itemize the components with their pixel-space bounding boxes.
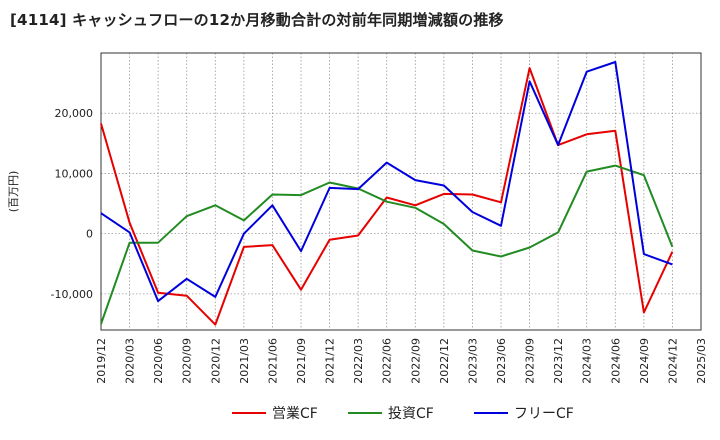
legend: 営業CF 投資CF フリーCF — [232, 406, 574, 422]
y-tick-label: 0 — [86, 228, 93, 241]
x-tick-label: 2024/03 — [581, 338, 594, 384]
x-tick-label: 2023/03 — [466, 338, 479, 384]
series-group — [100, 61, 674, 326]
grid — [100, 53, 702, 330]
x-tick-label: 2020/06 — [152, 338, 165, 384]
x-tick-label: 2020/12 — [209, 338, 222, 384]
x-tick-label: 2022/12 — [438, 338, 451, 384]
series-line — [100, 61, 673, 303]
plot-area-frame — [100, 52, 702, 331]
x-tick-label: 2021/03 — [238, 338, 251, 384]
x-tick-label: 2021/12 — [324, 338, 337, 384]
x-tick-label: 2021/06 — [266, 338, 279, 384]
y-tick-label: 20,000 — [55, 107, 94, 120]
x-tick-label: 2024/06 — [609, 338, 622, 384]
x-tick-label: 2019/12 — [95, 338, 108, 384]
y-axis-ticks: -10,000 0 10,000 20,000 — [51, 107, 93, 301]
y-tick-label: 10,000 — [55, 167, 94, 180]
x-tick-label: 2020/09 — [181, 338, 194, 384]
legend-label: 営業CF — [272, 406, 318, 422]
x-tick-label: 2023/06 — [495, 338, 508, 384]
x-tick-label: 2024/12 — [666, 338, 679, 384]
y-tick-label: -10,000 — [51, 288, 93, 301]
x-axis-ticks: 2019/12 2020/03 2020/06 2020/09 2020/12 2021/… — [95, 338, 708, 384]
x-tick-label: 2022/03 — [352, 338, 365, 384]
x-tick-label: 2022/09 — [409, 338, 422, 384]
legend-label: 投資CF — [388, 406, 434, 422]
legend-label: フリーCF — [514, 406, 574, 422]
y-axis-label: (百万円) — [7, 171, 20, 213]
series-line — [100, 164, 674, 325]
chart-title: [4114] キャッシュフローの12か月移動合計の対前年同期増減額の推移 — [10, 11, 504, 29]
x-tick-label: 2023/09 — [524, 338, 537, 384]
x-tick-label: 2023/12 — [552, 338, 565, 384]
x-tick-label: 2024/09 — [638, 338, 651, 384]
x-tick-label: 2022/06 — [381, 338, 394, 384]
series-line — [100, 67, 674, 326]
x-tick-label: 2021/09 — [295, 338, 308, 384]
x-tick-label: 2025/03 — [695, 338, 708, 384]
x-tick-label: 2020/03 — [124, 338, 137, 384]
